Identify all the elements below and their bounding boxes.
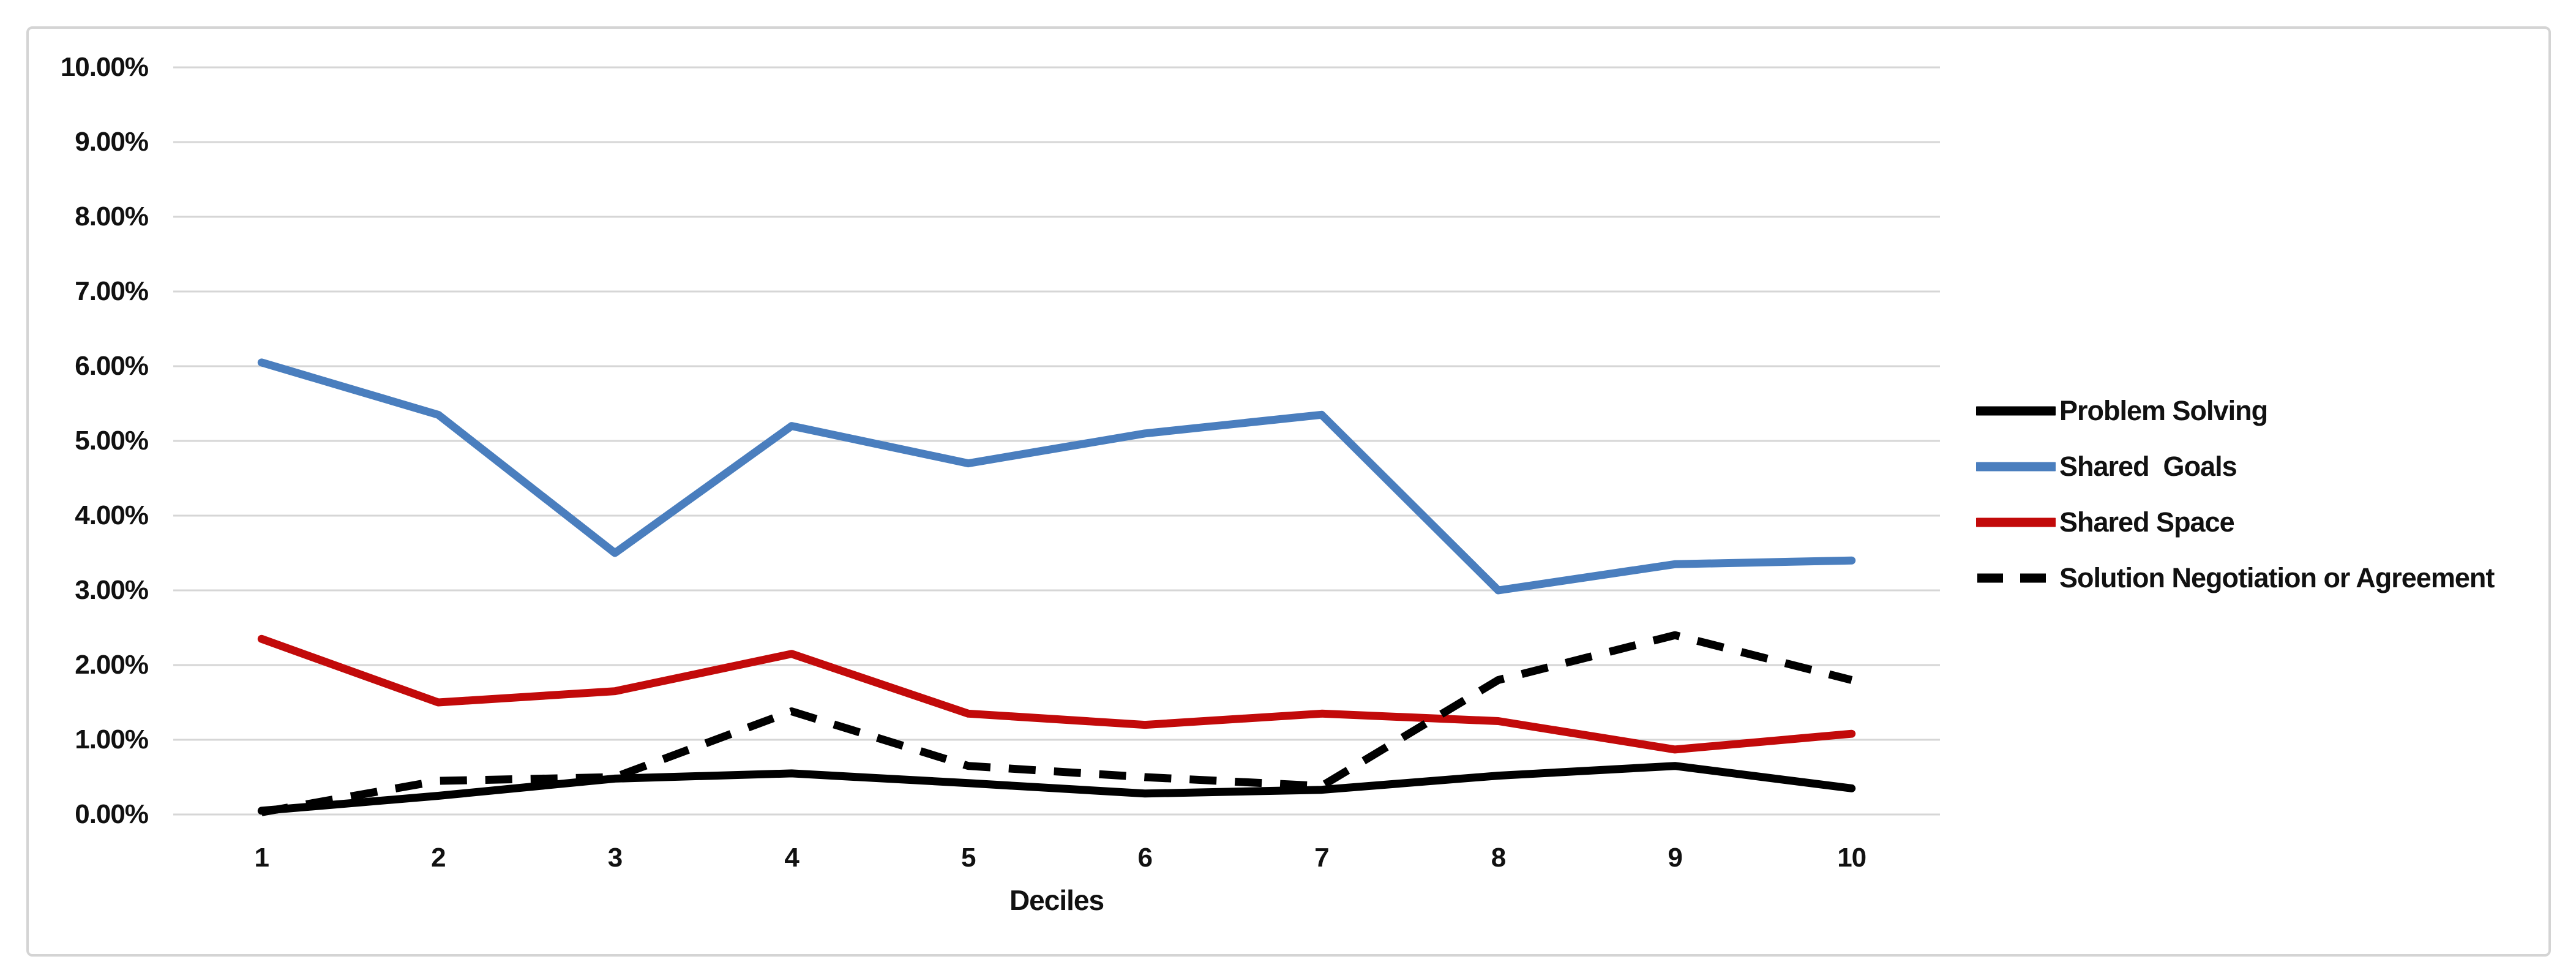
series-line-shared-space [257, 634, 1856, 754]
legend-label-solution-negotiation-or-agreement: Solution Negotiation or Agreement [2059, 562, 2495, 593]
legend-label-shared-goals: Shared Goals [2059, 451, 2237, 482]
legend-item-problem-solving: Problem Solving [1976, 393, 2268, 429]
legend-label-problem-solving: Problem Solving [2059, 395, 2268, 426]
legend-swatch-solution-negotiation-or-agreement-line-icon [1977, 573, 2054, 583]
legend-swatch-shared-goals-line-icon [1976, 462, 2056, 472]
legend-item-shared-space: Shared Space [1976, 504, 2235, 541]
y-tick-label-1.00%: 1.00% [75, 724, 149, 754]
x-tick-label-1: 1 [254, 843, 269, 873]
legend-item-solution-negotiation-or-agreement: Solution Negotiation or Agreement [1976, 560, 2495, 596]
legend-item-shared-goals: Shared Goals [1976, 448, 2237, 485]
series-line-solution-negotiation-or-agreement [261, 631, 1853, 816]
x-tick-label-6: 6 [1137, 843, 1153, 873]
y-tick-label-6.00%: 6.00% [75, 351, 149, 381]
x-tick-label-7: 7 [1314, 843, 1329, 873]
y-tick-label-7.00%: 7.00% [75, 276, 149, 306]
legend-swatch-problem-solving-line-icon [1976, 406, 2056, 416]
y-tick-label-2.00%: 2.00% [75, 650, 149, 680]
x-tick-label-10: 10 [1837, 843, 1866, 873]
series-line-problem-solving [257, 762, 1856, 815]
legend-swatch-shared-space-line-icon [1976, 517, 2056, 527]
x-tick-label-5: 5 [960, 843, 976, 873]
x-tick-label-9: 9 [1668, 843, 1682, 873]
x-axis-title: Deciles [1009, 884, 1104, 916]
y-tick-label-0.00%: 0.00% [75, 799, 149, 829]
y-tick-label-5.00%: 5.00% [75, 426, 149, 456]
x-tick-label-3: 3 [607, 843, 623, 873]
y-tick-label-9.00%: 9.00% [75, 127, 149, 157]
y-tick-label-3.00%: 3.00% [75, 575, 149, 605]
series-line-shared-goals [257, 358, 1856, 595]
y-tick-label-10.00%: 10.00% [60, 52, 149, 82]
chart-frame [26, 26, 2551, 957]
x-tick-label-4: 4 [784, 843, 799, 873]
y-tick-label-8.00%: 8.00% [75, 201, 149, 231]
legend-label-shared-space: Shared Space [2059, 506, 2235, 538]
y-tick-label-4.00%: 4.00% [75, 500, 149, 530]
x-tick-label-8: 8 [1491, 843, 1506, 873]
x-tick-label-2: 2 [431, 843, 446, 873]
